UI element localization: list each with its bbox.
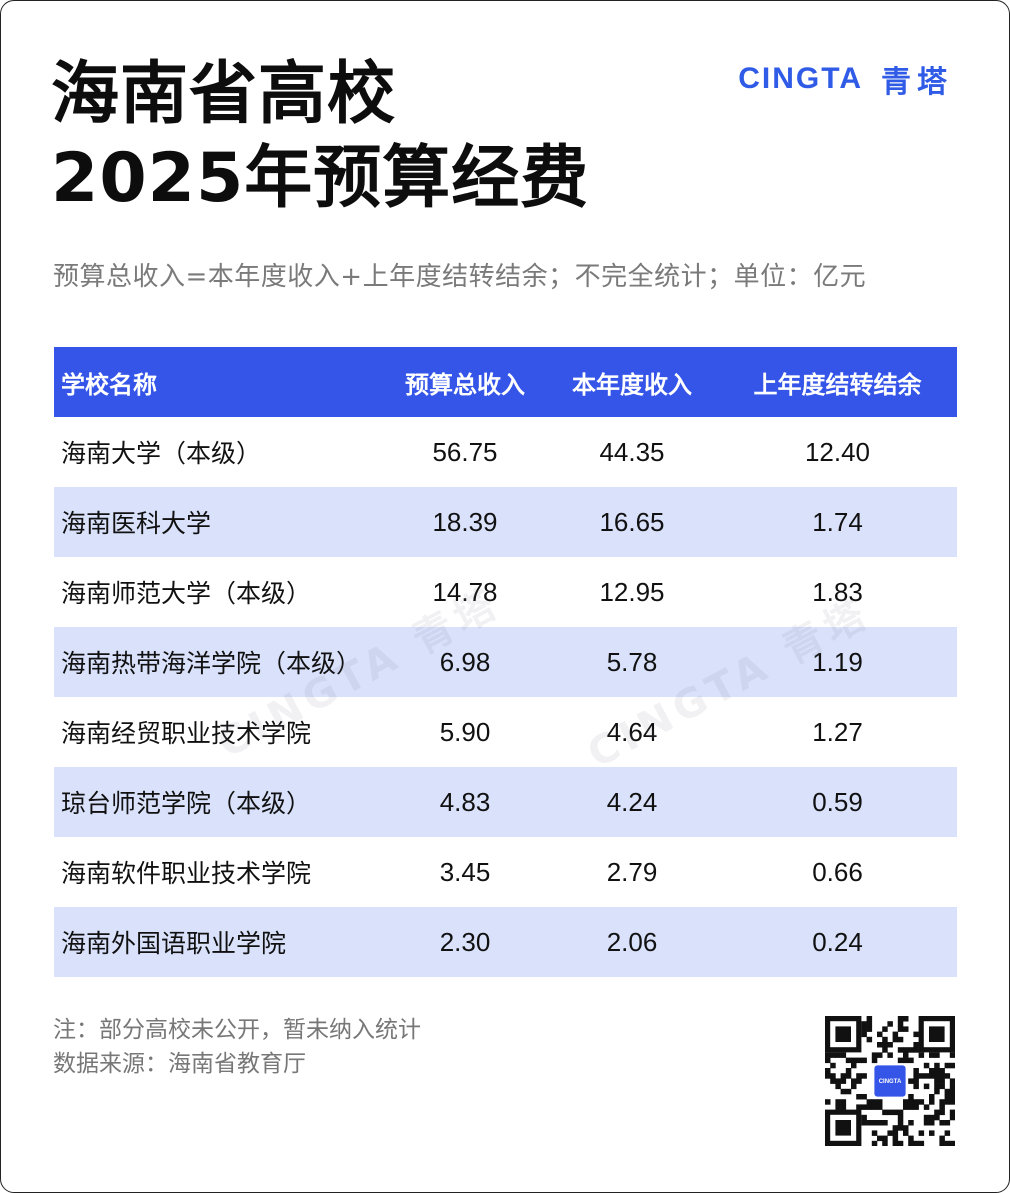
table-row: 海南软件职业技术学院 3.45 2.79 0.66 xyxy=(54,837,957,907)
cell-total: 18.39 xyxy=(432,506,498,537)
brand-logo-en: CINGTA xyxy=(738,62,863,95)
cell-carryover: 1.83 xyxy=(812,576,863,607)
table-row: 海南外国语职业学院 2.30 2.06 0.24 xyxy=(54,907,957,977)
col-header-name: 学校名称 xyxy=(61,370,157,399)
brand-logo-cn: 青塔 xyxy=(881,65,953,100)
cell-current: 2.06 xyxy=(606,926,658,957)
cell-current: 2.79 xyxy=(606,856,658,887)
footer-note: 注：部分高校未公开，暂未纳入统计 xyxy=(53,1017,421,1043)
cell-total: 14.78 xyxy=(432,576,498,607)
cell-school-name: 海南大学（本级） xyxy=(61,439,262,468)
cell-carryover: 0.24 xyxy=(812,926,863,957)
col-header-current: 本年度收入 xyxy=(572,370,692,399)
cell-current: 4.64 xyxy=(606,716,658,747)
cell-current: 16.65 xyxy=(599,506,665,537)
cell-carryover: 1.74 xyxy=(812,506,863,537)
cell-current: 12.95 xyxy=(599,576,665,607)
cell-current: 4.24 xyxy=(606,786,658,817)
cell-school-name: 海南外国语职业学院 xyxy=(61,929,287,958)
budget-table: 学校名称 预算总收入 本年度收入 上年度结转结余 海南大学（本级） 56.75 44… xyxy=(54,347,957,977)
qr-code-icon: CINGTA xyxy=(825,1016,955,1146)
brand-logo: CINGTA 青塔 xyxy=(738,57,953,101)
cell-total: 56.75 xyxy=(432,436,498,467)
table-row: 海南热带海洋学院（本级） 6.98 5.78 1.19 xyxy=(54,627,957,697)
cell-total: 4.83 xyxy=(439,786,491,817)
cell-school-name: 琼台师范学院（本级） xyxy=(61,789,312,818)
cell-carryover: 1.27 xyxy=(812,716,863,747)
table-row: 琼台师范学院（本级） 4.83 4.24 0.59 xyxy=(54,767,957,837)
cell-carryover: 0.59 xyxy=(812,786,863,817)
title-line-2: 2025年预算经费 xyxy=(51,139,590,218)
cell-total: 5.90 xyxy=(439,716,491,747)
page-title: 海南省高校 2025年预算经费 xyxy=(51,53,589,221)
table-body: 海南大学（本级） 56.75 44.35 12.40 海南医科大学 18.39 16.65 1… xyxy=(54,417,957,977)
col-header-total: 预算总收入 xyxy=(405,370,525,399)
cell-carryover: 12.40 xyxy=(804,436,871,467)
cell-total: 3.45 xyxy=(439,856,491,887)
table-row: 海南大学（本级） 56.75 44.35 12.40 xyxy=(54,417,957,487)
cell-school-name: 海南热带海洋学院（本级） xyxy=(61,649,362,678)
cell-current: 5.78 xyxy=(606,646,658,677)
cell-school-name: 海南软件职业技术学院 xyxy=(61,859,312,888)
table-header: 学校名称 预算总收入 本年度收入 上年度结转结余 xyxy=(54,347,957,417)
title-line-1: 海南省高校 xyxy=(51,55,397,134)
table-row: 海南医科大学 18.39 16.65 1.74 xyxy=(54,487,957,557)
cell-carryover: 1.19 xyxy=(812,646,863,677)
footer-source: 数据来源：海南省教育厅 xyxy=(53,1051,306,1077)
cell-school-name: 海南经贸职业技术学院 xyxy=(61,719,312,748)
qr-center-label: CINGTA xyxy=(879,1079,902,1085)
col-header-carryover: 上年度结转结余 xyxy=(753,370,922,399)
footer-notes: 注：部分高校未公开，暂未纳入统计 数据来源：海南省教育厅 xyxy=(53,1013,421,1081)
table-row: 海南师范大学（本级） 14.78 12.95 1.83 xyxy=(54,557,957,627)
subtitle: 预算总收入=本年度收入+上年度结转结余；不完全统计；单位：亿元 xyxy=(53,262,867,292)
cell-total: 2.30 xyxy=(439,926,491,957)
cell-current: 44.35 xyxy=(599,436,665,467)
cell-total: 6.98 xyxy=(439,646,491,677)
cell-school-name: 海南医科大学 xyxy=(61,509,212,538)
cell-school-name: 海南师范大学（本级） xyxy=(61,579,312,608)
table-row: 海南经贸职业技术学院 5.90 4.64 1.27 xyxy=(54,697,957,767)
cell-carryover: 0.66 xyxy=(812,856,863,887)
